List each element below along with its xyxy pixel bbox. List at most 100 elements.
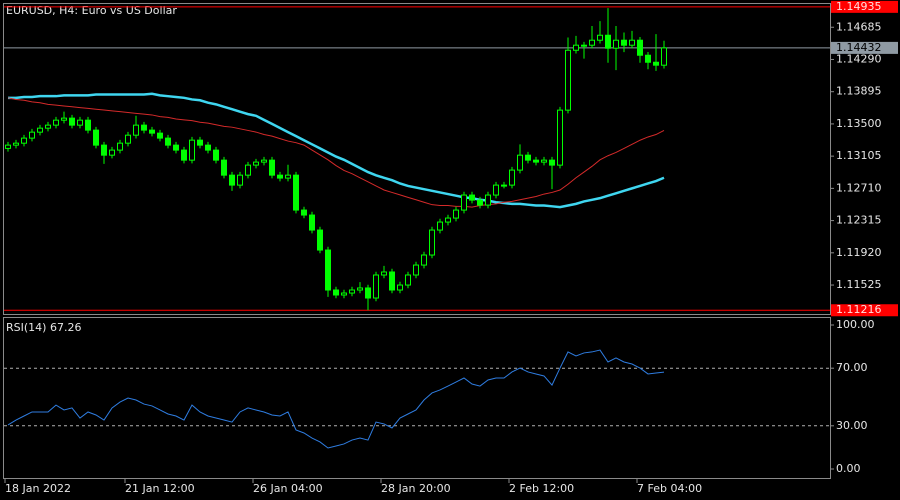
candle-body — [541, 159, 547, 163]
y-tick-label: 1.13895 — [836, 85, 882, 98]
candle-body — [461, 194, 467, 211]
candle-body — [181, 149, 187, 161]
candle-body — [557, 109, 563, 166]
y-tick-label: 1.12315 — [836, 214, 882, 227]
candle-body — [325, 249, 331, 291]
y-tick-label: 1.11525 — [836, 278, 882, 291]
candle-body — [5, 144, 11, 149]
candle-body — [365, 287, 371, 299]
y-tick-label: 100.00 — [836, 318, 875, 331]
x-tick-label: 2 Feb 12:00 — [509, 482, 574, 495]
candle-body — [173, 144, 179, 151]
candle-body — [637, 39, 643, 56]
candle-body — [117, 142, 123, 151]
candle-body — [149, 129, 155, 134]
candle-body — [333, 289, 339, 296]
candle-body — [53, 119, 59, 126]
candle-body — [493, 184, 499, 196]
x-tick-label: 26 Jan 04:00 — [253, 482, 323, 495]
candle-body — [453, 209, 459, 219]
candle-body — [197, 139, 203, 146]
candle-body — [629, 39, 635, 46]
candle-body — [413, 264, 419, 276]
candle-body — [605, 34, 611, 49]
rsi-label: RSI(14) 67.26 — [6, 321, 81, 334]
x-tick-label: 28 Jan 20:00 — [381, 482, 451, 495]
y-tick-label: 1.11920 — [836, 246, 882, 259]
price-panel — [3, 3, 831, 315]
moving-average — [8, 92, 665, 209]
candle-body — [445, 217, 451, 223]
candle-body — [21, 137, 27, 144]
candle-body — [293, 174, 299, 211]
candle-body — [477, 199, 483, 206]
candle-body — [381, 271, 387, 276]
candle-body — [157, 132, 163, 139]
candle-body — [221, 159, 227, 176]
candle-body — [597, 34, 603, 41]
candle-body — [517, 154, 523, 171]
candle-body — [61, 117, 67, 121]
candle-body — [589, 39, 595, 46]
rsi-last-value: 67.26 — [50, 321, 82, 334]
candle-body — [309, 214, 315, 231]
candle-body — [237, 174, 243, 186]
y-tick-label: 1.14290 — [836, 52, 882, 65]
level-box — [831, 0, 898, 13]
candle-body — [29, 131, 35, 139]
y-tick-label: 70.00 — [836, 361, 868, 374]
candle-body — [389, 271, 395, 291]
candle-body — [485, 194, 491, 206]
candle-body — [429, 229, 435, 256]
candle-body — [645, 54, 651, 63]
y-tick-label: 1.14685 — [836, 20, 882, 33]
candle-body — [125, 134, 131, 144]
candle-body — [133, 124, 139, 136]
candle-body — [525, 154, 531, 161]
candle-body — [533, 159, 539, 163]
candle-body — [421, 254, 427, 266]
candle-body — [13, 142, 19, 146]
y-tick-label: 1.13105 — [836, 149, 882, 162]
candle-body — [397, 284, 403, 291]
rsi-line — [7, 349, 665, 449]
candle-body — [565, 49, 571, 111]
candle-body — [405, 274, 411, 286]
level-box — [831, 41, 898, 54]
candle-body — [229, 174, 235, 186]
candle-body — [101, 144, 107, 156]
candle-body — [469, 194, 475, 201]
candle-body — [213, 149, 219, 161]
candle-body — [245, 164, 251, 176]
candle-body — [661, 47, 667, 66]
candle-body — [317, 229, 323, 251]
candle-body — [357, 287, 363, 291]
level-box — [831, 304, 898, 317]
candle-body — [93, 129, 99, 146]
x-tick-label: 21 Jan 12:00 — [125, 482, 195, 495]
y-tick-label: 30.00 — [836, 419, 868, 432]
candle-body — [189, 139, 195, 161]
candle-body — [37, 127, 43, 133]
candle-body — [277, 174, 283, 179]
level-label: 1.14432 — [836, 41, 882, 54]
y-tick-label: 0.00 — [836, 462, 861, 475]
candle-body — [77, 119, 83, 126]
candle-body — [581, 44, 587, 47]
candle-body — [349, 289, 355, 294]
level-label: 1.11216 — [836, 303, 882, 316]
candle-body — [85, 119, 91, 131]
candle-body — [549, 159, 555, 166]
candle-body — [653, 61, 659, 66]
x-tick-label: 7 Feb 04:00 — [637, 482, 702, 495]
candle-body — [341, 292, 347, 296]
candle-body — [613, 39, 619, 49]
candle-body — [373, 274, 379, 299]
rsi-panel — [3, 317, 831, 479]
rsi-title: RSI(14) — [6, 321, 46, 334]
chart-title: EURUSD, H4: Euro vs US Dollar — [6, 4, 177, 17]
candle-body — [141, 124, 147, 131]
candle-body — [165, 137, 171, 146]
candle-body — [109, 149, 115, 156]
